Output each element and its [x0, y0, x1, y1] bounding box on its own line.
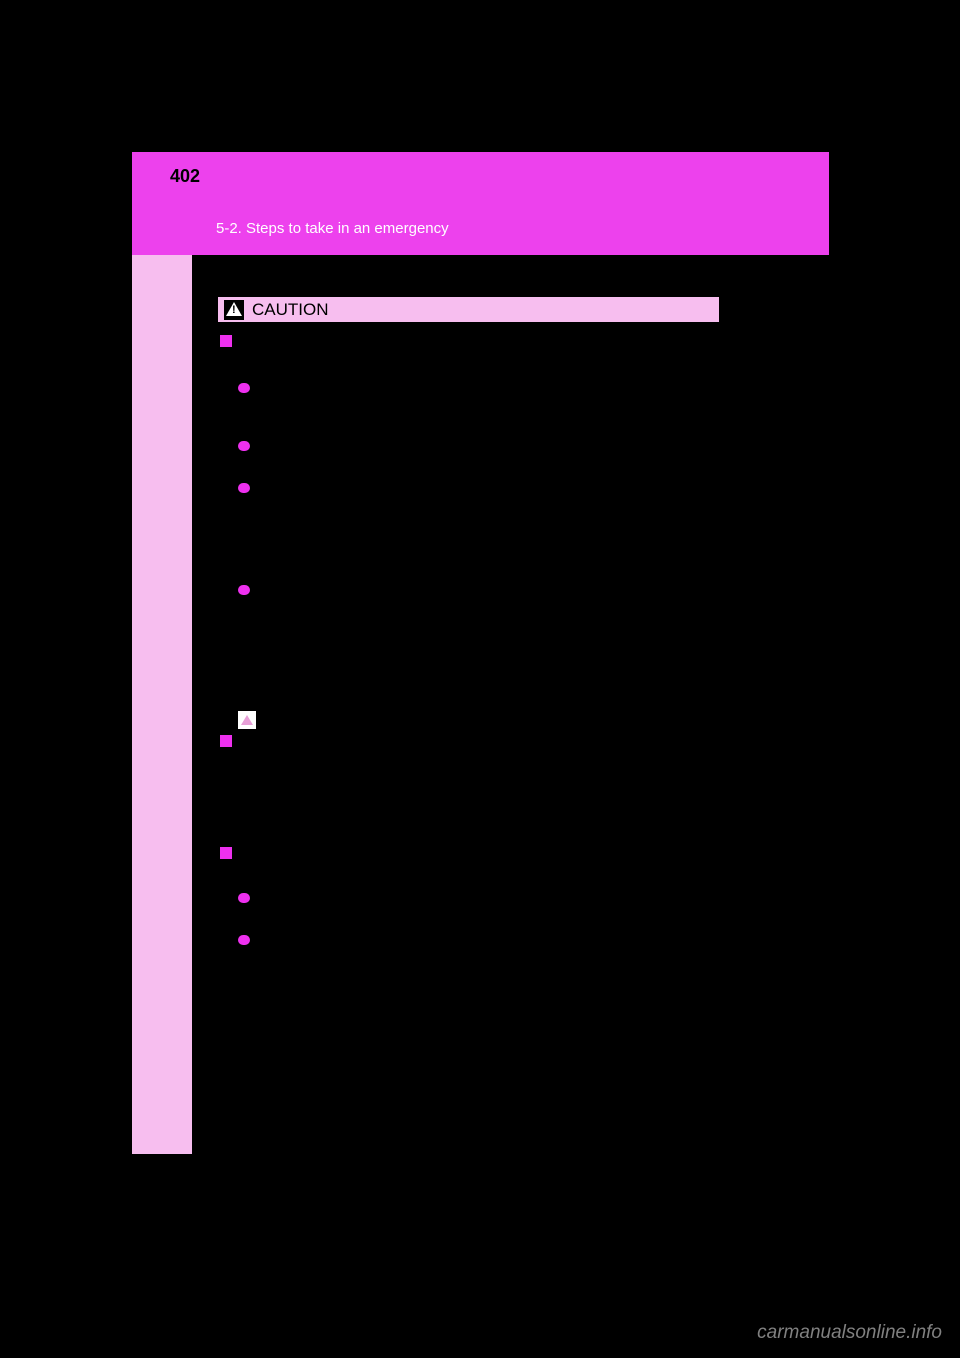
watermark: carmanualsonline.info: [757, 1322, 942, 1344]
bullet-icon: [238, 483, 250, 493]
header-bar: 402 5-2. Steps to take in an emergency: [132, 152, 829, 255]
caution-triangle-icon: [224, 300, 244, 320]
caution-box: CAUTION: [216, 295, 719, 322]
bullet-icon: [238, 441, 250, 451]
warning-triangle-icon: [238, 711, 256, 729]
section-marker-icon: [220, 735, 232, 747]
section-title: 5-2. Steps to take in an emergency: [216, 220, 449, 237]
bullet-icon: [238, 935, 250, 945]
page-container: 402 5-2. Steps to take in an emergency C…: [132, 152, 829, 1154]
bullet-icon: [238, 585, 250, 595]
page-number: 402: [170, 166, 200, 187]
sidebar: [132, 255, 192, 1154]
content-area: CAUTION: [192, 255, 829, 1154]
section-marker-icon: [220, 847, 232, 859]
bullet-icon: [238, 383, 250, 393]
caution-label: CAUTION: [252, 300, 329, 320]
bullet-icon: [238, 893, 250, 903]
section-marker-icon: [220, 335, 232, 347]
